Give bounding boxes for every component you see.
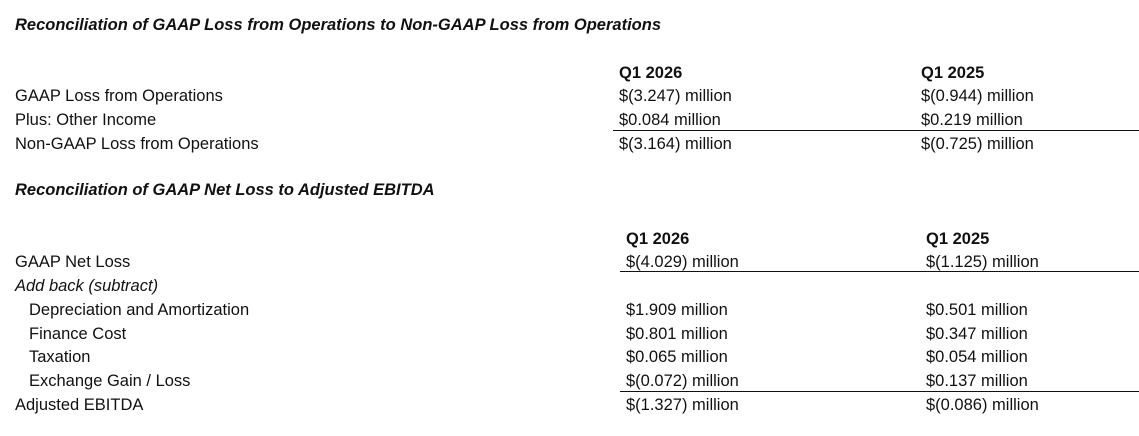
section1-title: Reconciliation of GAAP Loss from Operati… <box>15 16 661 34</box>
s1-row1-label: GAAP Loss from Operations <box>15 87 223 105</box>
s1-row2-label: Plus: Other Income <box>15 111 157 129</box>
s2-total-rule <box>620 391 1139 392</box>
section1-col2-header: Q1 2025 <box>921 64 985 82</box>
s2-addback2-q1-2026: $0.801 million <box>626 325 728 343</box>
s1-row3-q1-2025: $(0.725) million <box>921 135 1034 153</box>
section2-col1-header: Q1 2026 <box>626 230 690 248</box>
s1-row1-q1-2025: $(0.944) million <box>921 87 1034 105</box>
s2-addback-label: Add back (subtract) <box>15 277 159 295</box>
s2-total-q1-2025: $(0.086) million <box>926 396 1039 414</box>
s2-net-loss-q1-2025: $(1.125) million <box>926 253 1039 271</box>
s2-addback3-label: Taxation <box>29 348 91 366</box>
s2-addback1-q1-2025: $0.501 million <box>926 301 1028 319</box>
s2-net-loss-q1-2026: $(4.029) million <box>626 253 739 271</box>
s1-row1-q1-2026: $(3.247) million <box>619 87 732 105</box>
s2-addback4-label: Exchange Gain / Loss <box>29 372 191 390</box>
s2-addback1-q1-2026: $1.909 million <box>626 301 728 319</box>
s2-addback3-q1-2025: $0.054 million <box>926 348 1028 366</box>
s1-row3-q1-2026: $(3.164) million <box>619 135 732 153</box>
section1-col1-header: Q1 2026 <box>619 64 683 82</box>
s1-subtotal-rule <box>613 130 1139 131</box>
s2-addback1-label: Depreciation and Amortization <box>29 301 250 319</box>
section2-col2-header: Q1 2025 <box>926 230 990 248</box>
s1-row2-q1-2026: $0.084 million <box>619 111 721 129</box>
s1-row3-label: Non-GAAP Loss from Operations <box>15 135 259 153</box>
s2-net-loss-label: GAAP Net Loss <box>15 253 131 271</box>
s2-total-label: Adjusted EBITDA <box>15 396 144 414</box>
section2-title: Reconciliation of GAAP Net Loss to Adjus… <box>15 181 435 199</box>
s2-addback4-q1-2025: $0.137 million <box>926 372 1028 390</box>
s1-row2-q1-2025: $0.219 million <box>921 111 1023 129</box>
s2-addback2-label: Finance Cost <box>29 325 127 343</box>
s2-net-loss-rule <box>620 271 1139 272</box>
s2-total-q1-2026: $(1.327) million <box>626 396 739 414</box>
s2-addback2-q1-2025: $0.347 million <box>926 325 1028 343</box>
s2-addback3-q1-2026: $0.065 million <box>626 348 728 366</box>
s2-addback4-q1-2026: $(0.072) million <box>626 372 739 390</box>
